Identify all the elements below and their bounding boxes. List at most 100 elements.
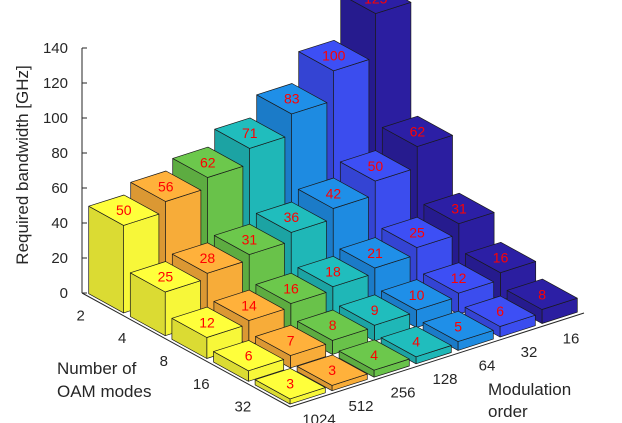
data-label: 12 [451, 270, 467, 286]
y-tick-label: 256 [390, 384, 415, 401]
data-label: 5 [454, 318, 462, 334]
x-tick-label: 32 [235, 399, 252, 416]
bar-top-face [423, 262, 495, 294]
bar-top-face [88, 194, 160, 226]
data-label: 12 [199, 314, 215, 330]
bar-top-face [339, 237, 411, 269]
bar-top-face [422, 310, 494, 342]
data-label: 4 [370, 347, 378, 363]
data-label: 71 [242, 125, 258, 141]
data-label: 9 [371, 302, 379, 318]
data-label: 14 [241, 297, 257, 313]
data-label: 16 [283, 280, 299, 296]
bar-top-face [171, 242, 243, 274]
y-axis-label-line1: Modulation [488, 380, 571, 399]
x-axis-label-line2: OAM modes [57, 382, 151, 401]
bar-top-face [297, 309, 369, 341]
z-tick-label: 40 [51, 215, 68, 232]
bar-top-face [172, 146, 244, 178]
data-label: 21 [367, 245, 383, 261]
bar-top-face [214, 117, 286, 149]
bar-top-face [213, 289, 285, 321]
z-axis-label: Required bandwidth [GHz] [13, 65, 32, 264]
y-tick-label: 1024 [302, 411, 335, 423]
bar-oam2-mod1024 [88, 194, 160, 314]
bar-top-face [297, 255, 369, 288]
bar-top-face [465, 241, 537, 274]
bar-top-face [350, 0, 412, 14]
data-label: 62 [200, 154, 216, 170]
bar-top-face [339, 150, 411, 182]
data-label: 125 [364, 0, 388, 6]
data-label: 7 [287, 332, 295, 348]
data-label: 50 [368, 158, 384, 174]
bar-top-face [255, 272, 327, 304]
bar-top-face [380, 326, 452, 358]
z-tick-label: 140 [43, 40, 68, 57]
data-label: 25 [409, 224, 425, 240]
bar-top-face [256, 83, 328, 115]
bar-oam16-mod256 [297, 309, 369, 355]
data-label: 62 [410, 123, 426, 139]
bar-top-face [255, 201, 327, 233]
data-label: 3 [328, 362, 336, 378]
bar-top-face [171, 306, 243, 338]
data-label: 8 [329, 317, 337, 333]
data-label: 6 [245, 348, 253, 364]
data-label: 10 [409, 287, 425, 303]
bar-top-face [423, 192, 495, 225]
bar-top-face [464, 295, 536, 327]
y-axis-label-line2: order [488, 402, 528, 421]
bar-top-face [213, 223, 285, 255]
y-tick-label: 16 [563, 331, 580, 348]
bar-oam32-mod256 [338, 339, 410, 378]
data-label: 28 [200, 250, 216, 266]
data-label: 18 [325, 264, 341, 280]
y-axis-line [289, 312, 585, 408]
y-tick-label: 32 [521, 344, 538, 361]
bar-top-face [298, 39, 370, 72]
bar-oam32-mod1024 [254, 368, 326, 405]
bar-top-face [255, 324, 327, 356]
y-tick-label: 512 [348, 398, 373, 415]
data-label: 50 [116, 202, 132, 218]
data-label: 4 [412, 334, 420, 350]
bar-top-face [381, 216, 453, 248]
z-tick-label: 100 [43, 110, 68, 127]
data-label: 100 [322, 48, 346, 64]
bar-top-face [213, 340, 285, 372]
bars-group: 1256210031508316254271812213662610183156… [88, 0, 578, 405]
data-label: 83 [284, 91, 300, 107]
data-label: 16 [493, 250, 509, 266]
bar-top-face [339, 294, 411, 326]
bar-top-face [338, 339, 410, 371]
data-label: 42 [326, 185, 342, 201]
data-label: 31 [242, 231, 258, 247]
axes-group: 0204060801001201402481632102451225612864… [43, 40, 585, 423]
bar-oam32-mod512 [296, 354, 368, 392]
x-tick-label: 16 [193, 376, 210, 393]
data-label: 31 [451, 201, 467, 217]
bar-top-face [254, 368, 326, 400]
data-label: 25 [158, 269, 174, 285]
bar-top-face [381, 115, 453, 147]
data-label: 6 [496, 303, 504, 319]
z-tick-label: 20 [51, 250, 68, 267]
bar-top-face [129, 261, 201, 293]
data-label: 8 [538, 286, 546, 302]
y-tick-label: 128 [432, 371, 457, 388]
x-axis-line [81, 292, 291, 408]
labels-group: Required bandwidth [GHz] Number of OAM m… [13, 65, 571, 421]
bar-oam8-mod1024 [171, 306, 243, 359]
x-tick-label: 2 [76, 307, 84, 324]
bar-oam16-mod1024 [213, 340, 285, 382]
bar-top-face [506, 278, 578, 310]
bar-top-face [130, 170, 202, 202]
z-tick-label: 80 [51, 145, 68, 162]
data-label: 56 [158, 178, 174, 194]
x-tick-label: 8 [160, 353, 168, 370]
x-tick-label: 4 [118, 330, 126, 347]
x-axis-label-line1: Number of [57, 359, 137, 378]
z-tick-label: 120 [43, 75, 68, 92]
bar-top-face [297, 177, 369, 209]
